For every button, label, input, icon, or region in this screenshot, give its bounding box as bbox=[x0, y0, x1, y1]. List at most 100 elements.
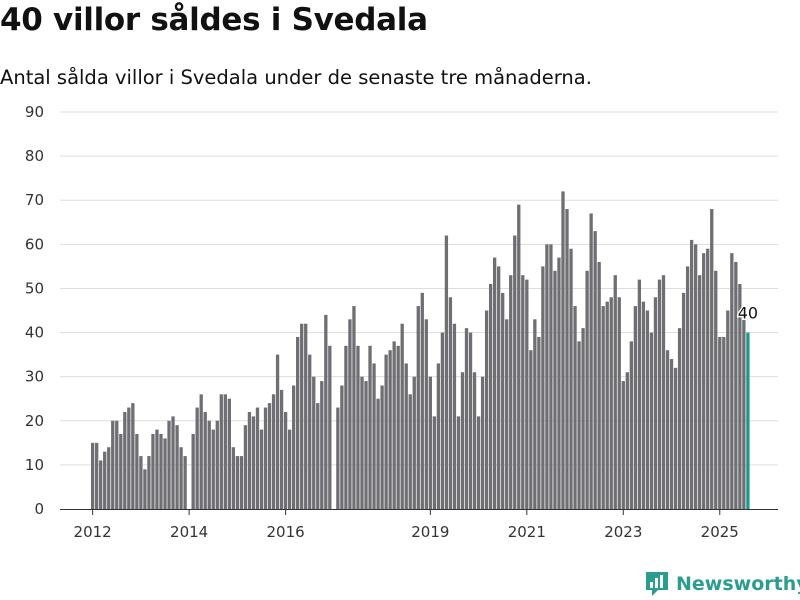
y-tick-label: 60 bbox=[25, 235, 44, 253]
bar bbox=[360, 376, 364, 509]
bar bbox=[694, 244, 698, 509]
bar bbox=[368, 345, 372, 509]
bar bbox=[529, 350, 533, 509]
bar bbox=[597, 261, 601, 509]
bar bbox=[698, 275, 702, 509]
bar bbox=[645, 310, 650, 509]
bar bbox=[730, 253, 734, 509]
bar bbox=[706, 248, 710, 510]
bar bbox=[629, 341, 633, 509]
bar bbox=[231, 447, 235, 509]
bar bbox=[468, 332, 473, 509]
bar bbox=[275, 354, 280, 509]
y-tick-label: 10 bbox=[25, 456, 44, 474]
bar bbox=[472, 372, 477, 509]
bar bbox=[488, 284, 493, 509]
bar bbox=[497, 266, 501, 509]
bar bbox=[279, 389, 284, 509]
bar bbox=[404, 363, 408, 509]
bar bbox=[103, 451, 107, 509]
bar bbox=[428, 376, 432, 509]
labels: 0 10 20 30 40 50 60 70 80 90 2012 2014 2016 2019 2021 2… bbox=[25, 103, 760, 541]
bar bbox=[734, 261, 738, 509]
bar bbox=[392, 341, 396, 509]
bar bbox=[211, 429, 215, 509]
bar bbox=[372, 363, 376, 509]
bar bbox=[436, 363, 441, 509]
bar bbox=[673, 367, 678, 509]
bar bbox=[681, 292, 686, 509]
chart-title: 40 villor såldes i Svedala bbox=[0, 2, 428, 38]
bar bbox=[432, 416, 436, 509]
bar bbox=[147, 456, 151, 509]
bar bbox=[171, 416, 175, 509]
bar bbox=[324, 314, 328, 509]
bar bbox=[131, 403, 135, 509]
bar bbox=[143, 469, 147, 509]
bar bbox=[420, 292, 424, 509]
bar bbox=[521, 275, 525, 509]
bar bbox=[424, 319, 428, 509]
bar bbox=[649, 332, 654, 509]
bar bbox=[657, 279, 662, 509]
bar bbox=[352, 306, 356, 509]
bar bbox=[621, 381, 625, 509]
bar bbox=[480, 376, 485, 509]
bar bbox=[714, 270, 718, 509]
grid-lines bbox=[60, 111, 778, 466]
bar bbox=[300, 323, 304, 509]
bar bbox=[585, 270, 589, 509]
bar bbox=[738, 284, 742, 509]
bar bbox=[219, 394, 223, 509]
bar bbox=[271, 394, 276, 509]
bar bbox=[400, 323, 404, 509]
bar bbox=[448, 297, 453, 509]
bar bbox=[573, 306, 577, 509]
bar bbox=[517, 204, 521, 509]
bar bbox=[665, 350, 670, 509]
bar bbox=[641, 301, 646, 509]
bar bbox=[348, 319, 352, 509]
bar bbox=[207, 420, 211, 509]
bar bbox=[312, 376, 316, 509]
bar bbox=[505, 319, 509, 509]
bar bbox=[689, 239, 694, 510]
bar bbox=[718, 336, 722, 509]
bar bbox=[677, 328, 682, 509]
bar bbox=[653, 297, 658, 509]
bar bbox=[292, 385, 296, 509]
bar bbox=[537, 336, 541, 509]
bar-series bbox=[91, 191, 750, 510]
bar bbox=[605, 301, 609, 509]
bar bbox=[328, 345, 332, 509]
bar bbox=[533, 319, 537, 509]
bar bbox=[99, 460, 103, 509]
bar bbox=[702, 253, 706, 509]
bar bbox=[493, 257, 497, 509]
bar bbox=[545, 244, 549, 509]
bar bbox=[296, 336, 300, 509]
bar bbox=[179, 447, 183, 509]
x-tick-label: 2021 bbox=[508, 523, 546, 541]
y-tick-label: 30 bbox=[25, 368, 44, 386]
brand-name: Newsworthy bbox=[676, 573, 800, 595]
bar bbox=[227, 398, 231, 509]
x-tick-label: 2025 bbox=[701, 523, 739, 541]
bar bbox=[501, 292, 505, 509]
bar bbox=[107, 447, 111, 509]
bar bbox=[155, 429, 159, 509]
bar bbox=[91, 442, 95, 509]
bar bbox=[308, 354, 312, 509]
bar bbox=[316, 403, 320, 509]
bar bbox=[460, 372, 465, 509]
bar bbox=[613, 275, 617, 509]
bar bbox=[464, 328, 469, 509]
bar bbox=[609, 297, 613, 509]
bar bbox=[336, 407, 340, 509]
bar bbox=[726, 310, 730, 509]
axes bbox=[60, 509, 778, 515]
bar bbox=[625, 372, 629, 509]
bar bbox=[525, 279, 529, 509]
x-tick-label: 2014 bbox=[170, 523, 208, 541]
y-tick-label: 20 bbox=[25, 412, 44, 430]
